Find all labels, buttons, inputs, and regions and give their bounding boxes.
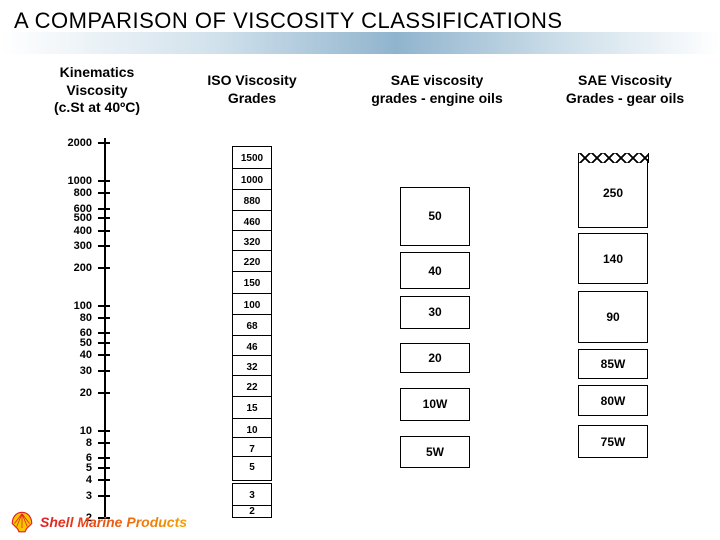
- axis-tick: [98, 317, 110, 319]
- col-header-iso: ISO ViscosityGrades: [192, 72, 312, 107]
- axis-label: 10: [52, 425, 92, 437]
- axis-tick: [98, 142, 110, 144]
- axis-tick: [98, 457, 110, 459]
- axis-tick: [98, 192, 110, 194]
- axis-tick: [98, 342, 110, 344]
- col-header-sae-gear: SAE ViscosityGrades - gear oils: [540, 72, 710, 107]
- axis-label: 200: [52, 262, 92, 274]
- brand-text: Shell Marine Products: [40, 514, 187, 530]
- page-title: A COMPARISON OF VISCOSITY CLASSIFICATION…: [14, 8, 563, 34]
- axis-label: 30: [52, 365, 92, 377]
- axis-label: 2000: [52, 137, 92, 149]
- axis-label: 50: [52, 337, 92, 349]
- axis-label: 80: [52, 312, 92, 324]
- shell-icon: [10, 510, 34, 534]
- axis-label: 800: [52, 187, 92, 199]
- axis-label: 40: [52, 349, 92, 361]
- axis-label: 4: [52, 474, 92, 486]
- sae-grade-box: 50: [400, 187, 470, 247]
- axis-label: 400: [52, 225, 92, 237]
- sae-grade-box: 250: [578, 159, 648, 228]
- sae-grade-box: 140: [578, 233, 648, 283]
- axis-tick: [98, 467, 110, 469]
- sae-grade-box: 90: [578, 291, 648, 343]
- axis-tick: [98, 354, 110, 356]
- axis-tick: [98, 370, 110, 372]
- sae-grade-box: 20: [400, 343, 470, 373]
- col-header-kinematic: KinematicsViscosity(c.St at 40ºC): [22, 64, 172, 117]
- axis-tick: [98, 332, 110, 334]
- iso-grade-box: 2: [232, 505, 272, 518]
- axis-label: 300: [52, 240, 92, 252]
- axis-label: 500: [52, 212, 92, 224]
- sae-grade-box: 30: [400, 296, 470, 329]
- sae-grade-box: 10W: [400, 388, 470, 421]
- axis-tick: [98, 245, 110, 247]
- sae-grade-box: 5W: [400, 436, 470, 468]
- axis-tick: [98, 392, 110, 394]
- sae-grade-box: 40: [400, 252, 470, 290]
- axis-tick: [98, 217, 110, 219]
- axis-line: [104, 138, 106, 518]
- sae-gear-column: 250140 90 85W 80W 75W: [578, 138, 648, 518]
- axis-label: 3: [52, 490, 92, 502]
- axis-tick: [98, 495, 110, 497]
- axis-label: 5: [52, 462, 92, 474]
- axis-tick: [98, 479, 110, 481]
- axis-tick: [98, 430, 110, 432]
- sae-engine-column: 50 40 30 20 10W 5W: [400, 138, 470, 518]
- axis-tick: [98, 230, 110, 232]
- header-gradient: [0, 32, 720, 54]
- axis-tick: [98, 305, 110, 307]
- sae-grade-box: 80W: [578, 385, 648, 416]
- sae-grade-box: 75W: [578, 425, 648, 458]
- axis-tick: [98, 208, 110, 210]
- sae-grade-box: 85W: [578, 349, 648, 379]
- col-header-sae-engine: SAE viscositygrades - engine oils: [342, 72, 532, 107]
- axis-label: 100: [52, 300, 92, 312]
- axis-tick: [98, 442, 110, 444]
- axis-label: 1000: [52, 175, 92, 187]
- axis-label: 20: [52, 387, 92, 399]
- axis-label: 8: [52, 437, 92, 449]
- brand-logo: Shell Marine Products: [10, 510, 187, 534]
- axis-tick: [98, 267, 110, 269]
- kinematic-axis: 2000100080060050040030020010080605040302…: [98, 138, 110, 518]
- axis-tick: [98, 180, 110, 182]
- iso-grade-box: 5: [232, 456, 272, 481]
